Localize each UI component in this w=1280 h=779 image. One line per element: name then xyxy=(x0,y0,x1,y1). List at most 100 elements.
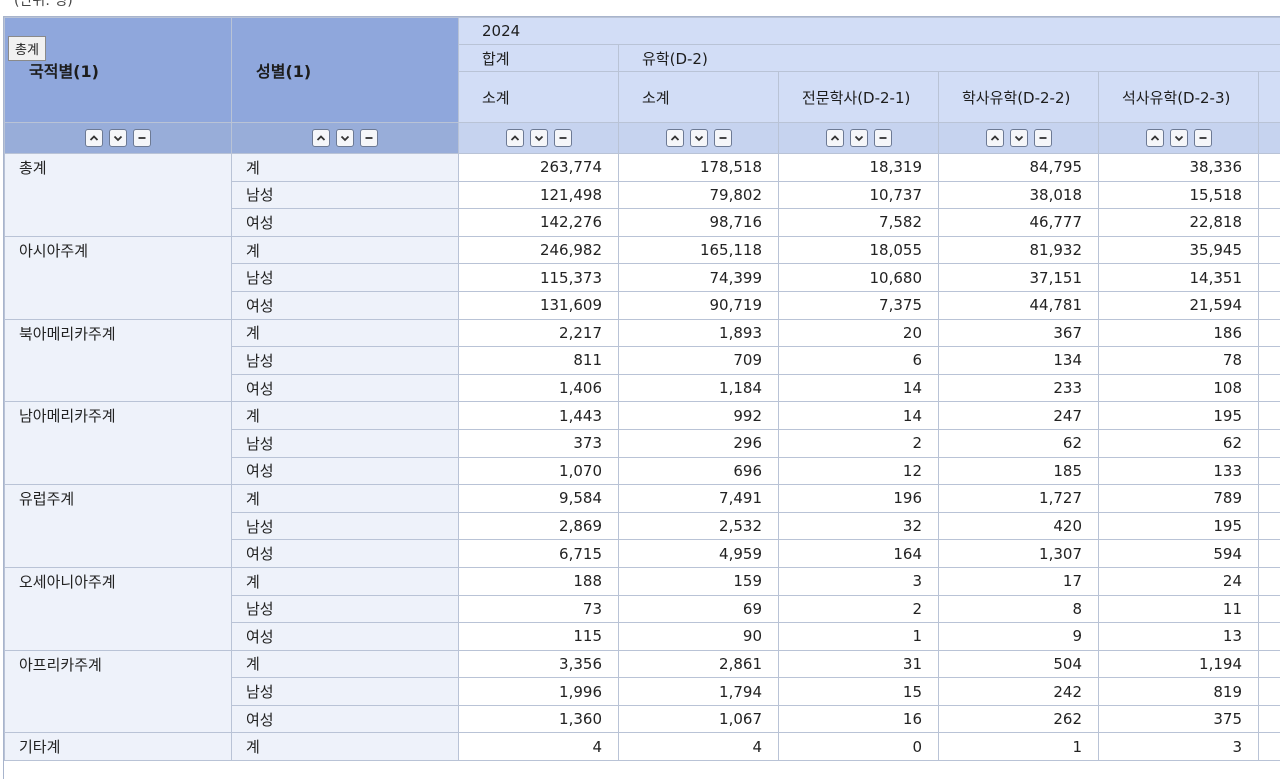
row-header-sex[interactable]: 계 xyxy=(232,733,459,761)
data-cell: 263,774 xyxy=(459,154,619,182)
data-cell: 21,594 xyxy=(1099,291,1259,319)
row-header-sex[interactable]: 남성 xyxy=(232,264,459,292)
data-cell: 142,276 xyxy=(459,209,619,237)
row-header-sex[interactable]: 계 xyxy=(232,650,459,678)
minus-icon[interactable] xyxy=(874,129,892,147)
chevron-up-icon[interactable] xyxy=(986,129,1004,147)
row-header-region[interactable]: 기타계 xyxy=(5,733,232,761)
data-cell: 81,932 xyxy=(939,236,1099,264)
data-cell: 1,067 xyxy=(619,705,779,733)
row-header-region[interactable]: 아시아주계 xyxy=(5,236,232,319)
group-header-total[interactable]: 합계 xyxy=(459,45,619,72)
data-cell: 6 xyxy=(779,347,939,375)
row-header-sex[interactable]: 남성 xyxy=(232,678,459,706)
row-header-region[interactable]: 유럽주계 xyxy=(5,485,232,568)
row-header-region[interactable]: 북아메리카주계 xyxy=(5,319,232,402)
data-cell: 9 xyxy=(939,623,1099,651)
col-header-d22[interactable]: 학사유학(D-2-2) xyxy=(939,72,1099,123)
sort-controls xyxy=(312,129,378,147)
minus-icon[interactable] xyxy=(360,129,378,147)
row-header-region[interactable]: 오세아니아주계 xyxy=(5,567,232,650)
chevron-down-icon[interactable] xyxy=(1010,129,1028,147)
row-header-region[interactable]: 남아메리카주계 xyxy=(5,402,232,485)
data-cell: 17 xyxy=(939,567,1099,595)
data-cell: 992 xyxy=(619,402,779,430)
row-header-sex[interactable]: 계 xyxy=(232,485,459,513)
data-cell: 31 xyxy=(779,650,939,678)
chevron-down-icon[interactable] xyxy=(530,129,548,147)
data-cell: 373 xyxy=(459,429,619,457)
data-cell-partial xyxy=(1259,567,1280,595)
row-header-sex[interactable]: 남성 xyxy=(232,429,459,457)
chevron-down-icon[interactable] xyxy=(336,129,354,147)
chevron-up-icon[interactable] xyxy=(312,129,330,147)
row-header-sex[interactable]: 남성 xyxy=(232,181,459,209)
data-cell: 121,498 xyxy=(459,181,619,209)
data-cell: 709 xyxy=(619,347,779,375)
dim-header-nationality[interactable]: 총계 국적별(1) xyxy=(5,18,232,123)
data-cell: 10,737 xyxy=(779,181,939,209)
data-cell: 4,959 xyxy=(619,540,779,568)
data-cell: 14,351 xyxy=(1099,264,1259,292)
year-header[interactable]: 2024 xyxy=(459,18,1280,45)
chevron-down-icon[interactable] xyxy=(109,129,127,147)
col-header-study-subtotal[interactable]: 소계 xyxy=(619,72,779,123)
data-cell: 246,982 xyxy=(459,236,619,264)
chevron-up-icon[interactable] xyxy=(506,129,524,147)
chevron-down-icon[interactable] xyxy=(1170,129,1188,147)
chevron-up-icon[interactable] xyxy=(1146,129,1164,147)
row-header-sex[interactable]: 여성 xyxy=(232,374,459,402)
minus-icon[interactable] xyxy=(554,129,572,147)
dim-header-sex[interactable]: 성별(1) xyxy=(232,18,459,123)
data-cell: 195 xyxy=(1099,402,1259,430)
minus-icon[interactable] xyxy=(1034,129,1052,147)
data-cell-partial xyxy=(1259,209,1280,237)
row-header-sex[interactable]: 남성 xyxy=(232,595,459,623)
row-header-sex[interactable]: 여성 xyxy=(232,705,459,733)
chevron-down-icon[interactable] xyxy=(850,129,868,147)
row-header-sex[interactable]: 남성 xyxy=(232,512,459,540)
row-header-sex[interactable]: 계 xyxy=(232,567,459,595)
row-header-sex[interactable]: 계 xyxy=(232,154,459,182)
data-cell: 696 xyxy=(619,457,779,485)
chevron-up-icon[interactable] xyxy=(666,129,684,147)
row-header-sex[interactable]: 여성 xyxy=(232,457,459,485)
data-cell: 7,491 xyxy=(619,485,779,513)
col-header-total-subtotal[interactable]: 소계 xyxy=(459,72,619,123)
data-cell: 2,217 xyxy=(459,319,619,347)
group-header-study[interactable]: 유학(D-2) xyxy=(619,45,1280,72)
col-header-d21[interactable]: 전문학사(D-2-1) xyxy=(779,72,939,123)
data-cell: 2 xyxy=(779,595,939,623)
data-cell-partial xyxy=(1259,429,1280,457)
row-header-region[interactable]: 아프리카주계 xyxy=(5,650,232,733)
minus-icon[interactable] xyxy=(133,129,151,147)
table-header: 총계 국적별(1) 성별(1) 2024 합계 유학(D-2) 소계 소계 전문… xyxy=(5,18,1280,154)
data-cell: 15 xyxy=(779,678,939,706)
chevron-up-icon[interactable] xyxy=(85,129,103,147)
data-cell: 12 xyxy=(779,457,939,485)
ctrl-cell xyxy=(1099,123,1259,154)
row-header-sex[interactable]: 여성 xyxy=(232,209,459,237)
col-header-d23[interactable]: 석사유학(D-2-3) xyxy=(1099,72,1259,123)
row-header-sex[interactable]: 계 xyxy=(232,236,459,264)
row-header-sex[interactable]: 여성 xyxy=(232,291,459,319)
row-header-sex[interactable]: 계 xyxy=(232,402,459,430)
minus-icon[interactable] xyxy=(714,129,732,147)
chevron-up-icon[interactable] xyxy=(826,129,844,147)
chevron-down-icon[interactable] xyxy=(690,129,708,147)
data-cell: 38,018 xyxy=(939,181,1099,209)
data-cell: 131,609 xyxy=(459,291,619,319)
row-header-sex[interactable]: 여성 xyxy=(232,623,459,651)
minus-icon[interactable] xyxy=(1194,129,1212,147)
sort-controls xyxy=(1146,129,1212,147)
pivot-table: 총계 국적별(1) 성별(1) 2024 합계 유학(D-2) 소계 소계 전문… xyxy=(4,17,1280,761)
control-row xyxy=(5,123,1280,154)
data-cell-partial xyxy=(1259,181,1280,209)
data-cell: 13 xyxy=(1099,623,1259,651)
row-header-sex[interactable]: 계 xyxy=(232,319,459,347)
row-header-sex[interactable]: 여성 xyxy=(232,540,459,568)
data-cell-partial xyxy=(1259,402,1280,430)
row-header-region[interactable]: 총계 xyxy=(5,154,232,237)
row-header-sex[interactable]: 남성 xyxy=(232,347,459,375)
